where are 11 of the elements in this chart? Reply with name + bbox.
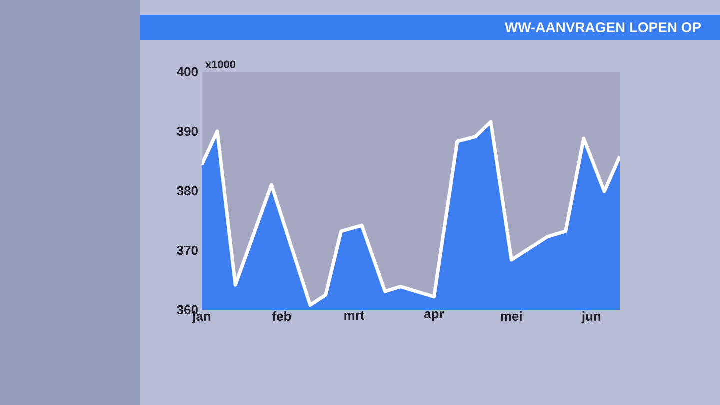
x-tick-label: feb xyxy=(272,312,292,322)
y-tick-label: 370 xyxy=(177,246,198,256)
x-tick-label: mei xyxy=(501,312,522,322)
chart-title: WW-AANVRAGEN LOPEN OP xyxy=(504,22,701,32)
y-tick-label: 380 xyxy=(177,186,198,196)
x-tick-label: apr xyxy=(424,312,444,322)
y-axis-title: x1000 xyxy=(206,60,236,68)
x-tick-label: mrt xyxy=(344,312,365,320)
y-tick-label: 400 xyxy=(177,67,198,77)
y-tick-label: 390 xyxy=(177,126,198,136)
x-tick-label: jun xyxy=(582,312,601,324)
